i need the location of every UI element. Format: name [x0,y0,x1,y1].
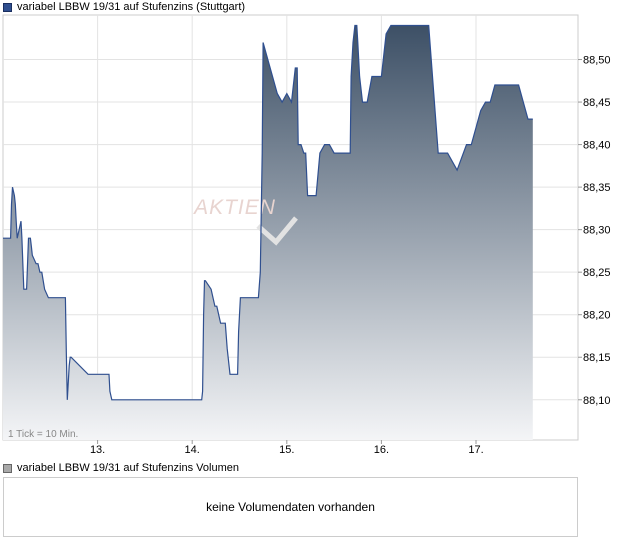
volume-legend-swatch [3,463,12,473]
x-tick-label: 17. [468,444,483,456]
x-tick-label: 15. [279,444,294,456]
x-tick-label: 14. [185,444,200,456]
price-line [3,24,533,401]
tick-note: 1 Tick = 10 Min. [8,429,78,440]
price-legend: variabel LBBW 19/31 auf Stufenzins (Stut… [3,0,245,14]
volume-legend-label: variabel LBBW 19/31 auf Stufenzins Volum… [17,462,239,474]
y-tick-label: 88,10 [583,395,611,407]
price-legend-label: variabel LBBW 19/31 auf Stufenzins (Stut… [17,1,246,13]
y-tick-label: 88,35 [583,182,611,194]
y-tick-label: 88,15 [583,352,611,364]
price-legend-swatch [3,2,12,12]
y-tick-label: 88,50 [583,55,611,67]
volume-panel: keine Volumendaten vorhanden [3,477,578,537]
watermark: AKTIEN [192,196,276,219]
y-axis: 88,10 88,15 88,20 88,25 88,30 88,35 88,40 88,45… [578,55,611,407]
x-axis: 13. 14. 15. 16. 17. [90,440,484,456]
y-tick-label: 88,45 [583,97,611,109]
y-tick-label: 88,25 [583,267,611,279]
y-tick-label: 88,30 [583,225,611,237]
y-tick-label: 88,40 [583,140,611,152]
price-chart: AKTIEN 1 Tick = 10 Min. 88,1088,1588,208… [2,14,611,456]
volume-message: keine Volumendaten vorhanden [206,500,375,514]
watermark-check-icon [256,216,298,246]
x-tick-label: 13. [90,444,105,456]
x-tick-label: 16. [374,444,389,456]
y-tick-label: 88,20 [583,310,611,322]
volume-legend: variabel LBBW 19/31 auf Stufenzins Volum… [3,461,239,475]
